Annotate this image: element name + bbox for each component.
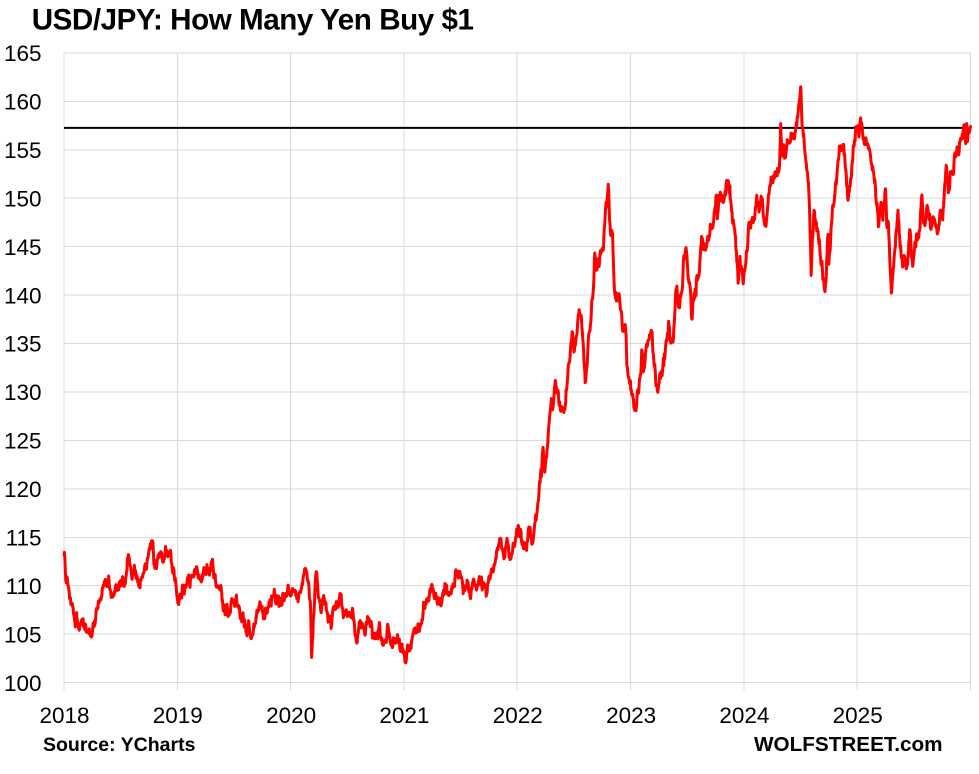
svg-text:Source: YCharts: Source: YCharts: [43, 734, 196, 756]
svg-text:2025: 2025: [833, 703, 883, 728]
svg-text:150: 150: [4, 186, 42, 211]
svg-text:2023: 2023: [606, 703, 656, 728]
svg-text:100: 100: [4, 671, 42, 696]
svg-text:2018: 2018: [39, 703, 89, 728]
svg-text:USD/JPY: How Many Yen Buy $1: USD/JPY: How Many Yen Buy $1: [32, 4, 474, 37]
svg-text:130: 130: [4, 380, 42, 405]
svg-text:2024: 2024: [719, 703, 769, 728]
svg-text:110: 110: [6, 574, 42, 599]
svg-text:125: 125: [4, 429, 42, 454]
svg-text:160: 160: [4, 90, 42, 115]
svg-text:2022: 2022: [493, 703, 543, 728]
svg-text:135: 135: [4, 332, 42, 357]
svg-text:2021: 2021: [379, 703, 429, 728]
svg-text:115: 115: [6, 526, 42, 551]
svg-text:2020: 2020: [266, 703, 316, 728]
svg-text:2019: 2019: [153, 703, 203, 728]
svg-text:145: 145: [4, 235, 42, 260]
svg-text:105: 105: [4, 622, 42, 647]
svg-text:120: 120: [4, 477, 42, 502]
svg-text:140: 140: [4, 283, 42, 308]
svg-text:165: 165: [4, 41, 42, 66]
svg-text:155: 155: [4, 138, 42, 163]
svg-text:WOLFSTREET.com: WOLFSTREET.com: [754, 733, 943, 756]
